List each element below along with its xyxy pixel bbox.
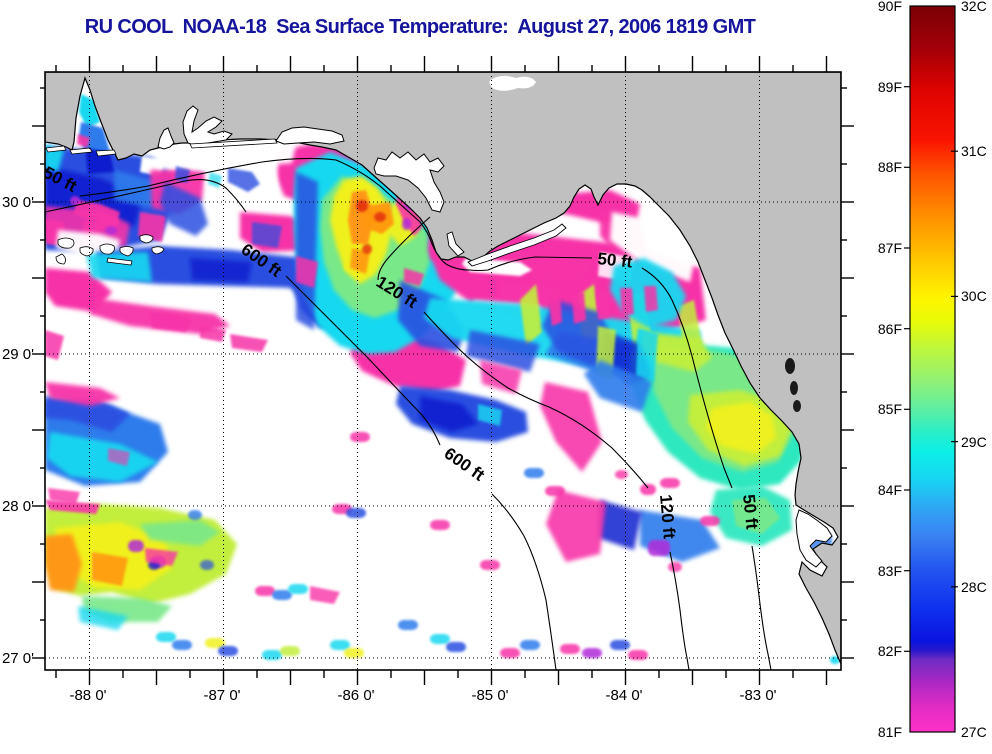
svg-text:-85 0': -85 0' <box>471 687 508 704</box>
svg-text:28 0': 28 0' <box>2 498 34 515</box>
svg-text:81F: 81F <box>878 724 902 740</box>
svg-text:-87 0': -87 0' <box>203 687 240 704</box>
svg-text:84F: 84F <box>878 482 902 498</box>
svg-text:89F: 89F <box>878 79 902 95</box>
svg-text:31C: 31C <box>961 143 987 159</box>
svg-text:87F: 87F <box>878 240 902 256</box>
svg-text:86F: 86F <box>878 321 902 337</box>
svg-text:28C: 28C <box>961 579 987 595</box>
svg-text:27 0': 27 0' <box>2 650 34 667</box>
svg-text:29 0': 29 0' <box>2 346 34 363</box>
svg-text:-84 0': -84 0' <box>605 687 642 704</box>
svg-text:27C: 27C <box>961 724 987 740</box>
svg-text:-83 0': -83 0' <box>739 687 776 704</box>
svg-text:50 ft: 50 ft <box>739 493 762 530</box>
svg-text:32C: 32C <box>961 0 987 14</box>
svg-text:88F: 88F <box>878 159 902 175</box>
svg-text:29C: 29C <box>961 434 987 450</box>
svg-text:-88 0': -88 0' <box>69 687 106 704</box>
svg-text:RU COOL NOAA-18 Sea Surface: RU COOL NOAA-18 Sea Surface Temperature:… <box>85 16 756 38</box>
svg-text:83F: 83F <box>878 563 902 579</box>
svg-text:-86 0': -86 0' <box>337 687 374 704</box>
svg-text:30 0': 30 0' <box>2 194 34 211</box>
svg-text:90F: 90F <box>878 0 902 14</box>
svg-text:50 ft: 50 ft <box>597 249 634 272</box>
svg-text:82F: 82F <box>878 643 902 659</box>
svg-text:85F: 85F <box>878 401 902 417</box>
svg-text:30C: 30C <box>961 288 987 304</box>
svg-text:120 ft: 120 ft <box>656 494 679 540</box>
